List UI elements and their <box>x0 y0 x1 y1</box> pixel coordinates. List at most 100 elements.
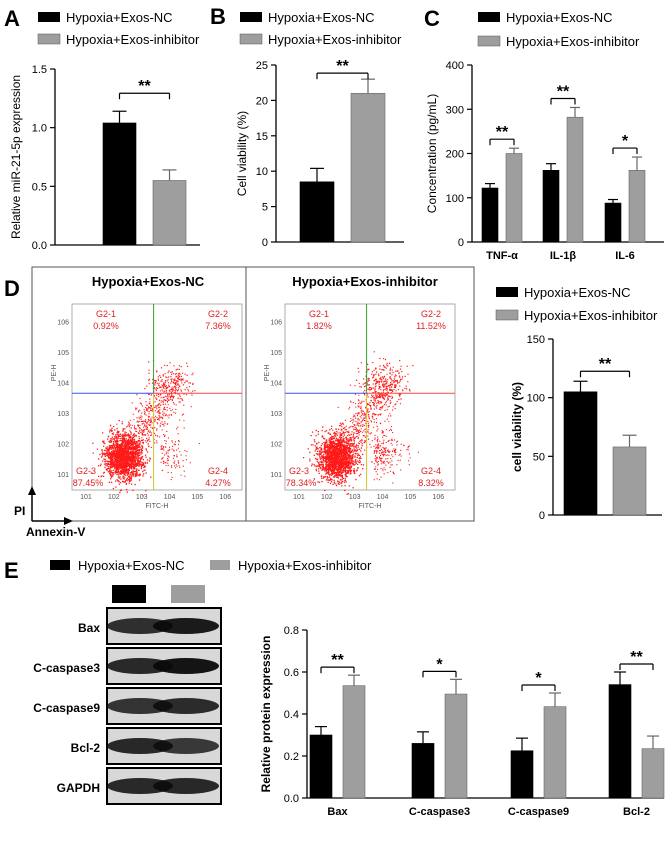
y-tick-label: 0.4 <box>284 709 299 721</box>
y-axis-label-e: Relative protein expression <box>259 636 273 793</box>
bar-e-inhibitor <box>543 706 567 799</box>
blot-band-nc <box>107 698 173 714</box>
blot-band-nc <box>107 778 173 794</box>
legend-e-label-nc: Hypoxia+Exos-NC <box>78 558 185 573</box>
legend-e: Hypoxia+Exos-NC Hypoxia+Exos-inhibitor <box>50 558 372 573</box>
quadrant-value: 11.52% <box>416 321 446 331</box>
flow-y-tick: 103 <box>57 411 69 418</box>
y-tick-label: 0.6 <box>284 667 299 679</box>
chart-a: 0.0 0.5 1.0 1.5 Relative miR-21-5p expressio… <box>9 64 200 252</box>
bar-c-nc <box>604 202 622 243</box>
legend-d-label-inhibitor: Hypoxia+Exos-inhibitor <box>524 308 658 323</box>
flow-y-tick: 105 <box>57 350 69 357</box>
legend-e-swatch-inhibitor <box>210 560 230 570</box>
flow-x-tick: 106 <box>432 494 444 501</box>
y-tick-label: 0 <box>539 510 545 522</box>
x-tick-label: C-caspase3 <box>409 806 470 818</box>
legend-a-swatch-nc <box>38 12 60 22</box>
panel-label-b: B <box>210 4 226 29</box>
flow-x-label: FITC-H <box>359 503 382 510</box>
x-tick-label: IL-1β <box>550 250 577 262</box>
legend-b: Hypoxia+Exos-NC Hypoxia+Exos-inhibitor <box>239 10 402 47</box>
flow-y-tick: 102 <box>57 441 69 448</box>
bar-e-nc <box>510 750 534 799</box>
pi-arrow-head-icon <box>28 486 36 495</box>
bar-e-inhibitor <box>641 748 665 799</box>
blot-band-inhibitor <box>153 698 219 714</box>
y-tick-label: 10 <box>256 166 268 178</box>
x-tick-label: Bax <box>327 806 348 818</box>
panel-label-d: D <box>4 276 20 301</box>
flow-title-nc: Hypoxia+Exos-NC <box>92 274 205 289</box>
chart-e: 0.0 0.2 0.4 0.6 0.8 Relative protein expressi… <box>259 625 665 818</box>
x-tick-label: TNF-α <box>486 250 518 262</box>
blot-label: Bax <box>78 621 100 635</box>
legend-d: Hypoxia+Exos-NC Hypoxia+Exos-inhibitor <box>495 285 658 323</box>
bar-d-inhibitor <box>612 446 647 516</box>
y-tick-label: 100 <box>446 193 464 205</box>
flow-frame <box>31 266 475 522</box>
y-tick-label: 0 <box>262 237 268 249</box>
quadrant-value: 7.36% <box>205 321 231 331</box>
pi-axis-label: PI <box>14 504 25 518</box>
panel-label-e: E <box>4 558 19 583</box>
flow-x-tick: 103 <box>349 494 361 501</box>
y-axis-label-b: Cell viability (%) <box>235 111 249 196</box>
blot-lane-marker-nc <box>112 585 146 603</box>
quadrant-label: G2-3 <box>76 466 96 476</box>
flow-x-tick: 103 <box>136 494 148 501</box>
bar-e-inhibitor <box>444 693 468 799</box>
chart-b: 0 5 10 15 20 25 Cell viability (%) ** <box>235 58 404 249</box>
panel-label-c: C <box>424 6 440 31</box>
blot-label: C-caspase3 <box>33 661 100 675</box>
flow-x-tick: 102 <box>321 494 333 501</box>
y-tick-label: 0.2 <box>284 751 299 763</box>
bar-e-nc <box>608 684 632 799</box>
flow-y-label: PE-H <box>51 364 58 381</box>
significance-label: ** <box>599 356 612 373</box>
flow-cytometry-panel: Hypoxia+Exos-NC Hypoxia+Exos-inhibitor G… <box>14 266 475 539</box>
flow-title-inhibitor: Hypoxia+Exos-inhibitor <box>292 274 438 289</box>
significance-label: ** <box>496 124 509 141</box>
flow-y-tick: 106 <box>270 319 282 326</box>
y-tick-label: 150 <box>527 334 545 346</box>
y-tick-label: 0 <box>458 237 464 249</box>
blot-band-nc <box>107 658 173 674</box>
quadrant-label: G2-1 <box>96 309 116 319</box>
flow-plot-inhibitor: G2-11.82%G2-211.52%G2-378.34%G2-48.32%10… <box>264 303 456 510</box>
y-tick-label: 20 <box>256 95 268 107</box>
x-tick-label: Bcl-2 <box>623 806 650 818</box>
legend-d-swatch-nc <box>496 287 518 297</box>
blot-label: Bcl-2 <box>71 741 101 755</box>
quadrant-label: G2-4 <box>421 466 441 476</box>
flow-x-tick: 105 <box>405 494 417 501</box>
flow-x-tick: 101 <box>293 494 305 501</box>
annexin-axis-label: Annexin-V <box>26 525 85 539</box>
flow-y-tick: 105 <box>270 350 282 357</box>
panel-label-a: A <box>4 6 20 31</box>
bar-b-inhibitor <box>350 93 386 243</box>
y-tick-label: 5 <box>262 202 268 214</box>
y-tick-label: 1.0 <box>32 123 47 135</box>
y-tick-label: 100 <box>527 393 545 405</box>
legend-c-swatch-inhibitor <box>477 35 501 47</box>
blot-band-inhibitor <box>153 658 219 674</box>
y-tick-label: 15 <box>256 131 268 143</box>
y-tick-label: 0.8 <box>284 625 299 637</box>
legend-a: Hypoxia+Exos-NC Hypoxia+Exos-inhibitor <box>37 10 200 47</box>
flow-plot-nc: G2-1 0.92% G2-2 7.36% G2-3 87.45% G2-4 4.27% 101… <box>51 303 243 510</box>
legend-a-label-nc: Hypoxia+Exos-NC <box>66 10 173 25</box>
flow-y-tick: 106 <box>57 319 69 326</box>
legend-c-label-inhibitor: Hypoxia+Exos-inhibitor <box>506 34 640 49</box>
y-axis-label-d: cell viability (%) <box>510 382 524 472</box>
quadrant-label: G2-2 <box>421 309 441 319</box>
legend-e-swatch-nc <box>50 560 70 570</box>
legend-b-label-nc: Hypoxia+Exos-NC <box>268 10 375 25</box>
significance-label: ** <box>630 649 643 666</box>
flow-y-tick: 104 <box>270 380 282 387</box>
flow-x-label: FITC-H <box>146 503 169 510</box>
flow-x-tick: 101 <box>80 494 92 501</box>
legend-c-label-nc: Hypoxia+Exos-NC <box>506 10 613 25</box>
y-tick-label: 200 <box>446 149 464 161</box>
